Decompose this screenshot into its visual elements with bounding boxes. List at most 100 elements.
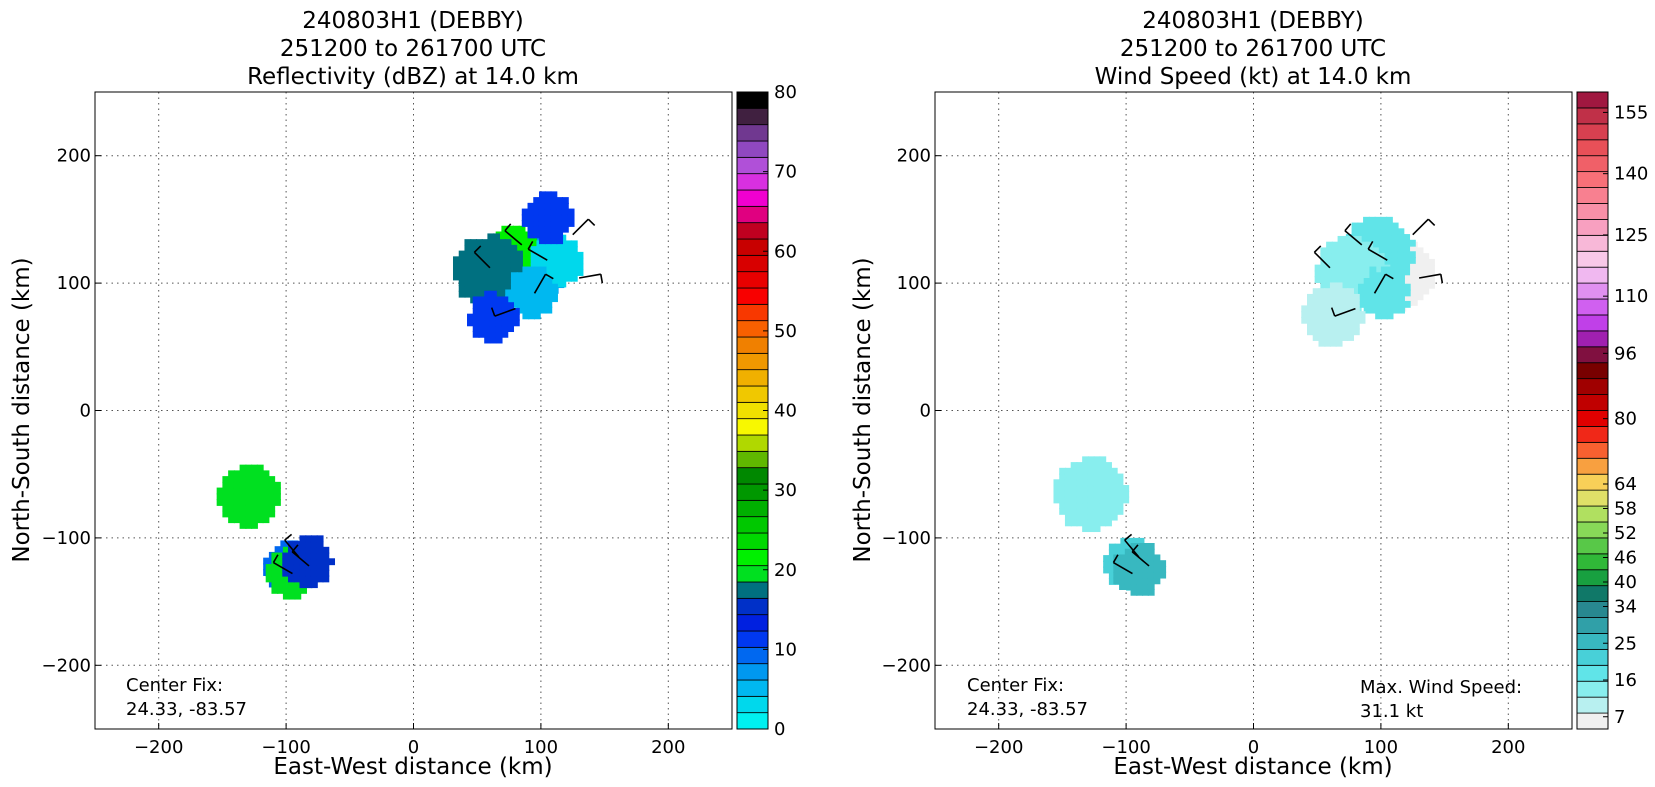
data-pixel [1147,560,1155,568]
data-pixel [567,214,575,222]
colorbar-segment [1576,266,1609,284]
data-pixel [1147,565,1155,573]
data-pixel [510,278,518,285]
data-pixel [1337,241,1345,249]
data-pixel [521,208,529,216]
data-pixel [1099,467,1107,475]
data-pixel [1374,234,1382,241]
data-pixel [1341,288,1349,296]
data-pixel [478,319,486,327]
colorbar-segment [1576,696,1609,714]
data-pixel [1124,554,1132,562]
data-pixel [464,290,472,298]
data-pixel [1314,270,1322,278]
data-pixel [1105,479,1112,487]
data-pixel [545,289,553,297]
data-pixel [1405,276,1412,283]
data-pixel [1082,490,1090,498]
data-pixel [1354,253,1362,261]
colorbar-frame [1576,91,1609,730]
data-pixel [271,569,279,577]
data-pixel [1064,479,1072,487]
data-pixel [501,330,509,338]
y-tick-label: −100 [42,528,91,549]
data-pixel [1108,560,1116,568]
data-pixel [533,300,541,308]
data-pixel [527,220,535,227]
data-pixel [522,289,530,297]
data-pixel [222,504,230,512]
data-pixel [1385,222,1393,230]
data-pixel [256,464,264,472]
data-pixel [268,493,276,501]
data-pixel [1391,234,1399,241]
data-pixel [505,289,513,297]
data-pixel [472,325,480,333]
data-pixel [262,510,270,518]
data-pixel [547,246,555,254]
data-pixel [545,300,553,308]
data-pixel [1307,305,1314,313]
data-pixel [1142,577,1149,585]
data-pixel [1343,281,1351,289]
data-pixel [299,564,307,571]
wind-barb [1373,273,1394,294]
data-pixel [1312,322,1320,330]
data-pixel [544,197,552,204]
data-pixel [1105,462,1112,469]
data-pixel [507,302,515,310]
data-pixel [1103,560,1111,568]
y-tick-label: 0 [920,401,931,422]
colorbar-segment [1576,633,1609,650]
data-pixel [504,273,512,281]
data-pixel [251,510,258,518]
data-pixel [1392,272,1400,280]
data-pixel [530,246,538,254]
colorbar-tick-label: 155 [1614,102,1648,123]
y-tick-label: 200 [897,146,931,167]
data-pixel [1153,577,1161,585]
colorbar-segment [1576,569,1609,587]
data-pixel [487,256,495,264]
data-pixel [1380,306,1388,314]
data-pixel [239,481,247,489]
data-pixel [1119,571,1126,579]
data-pixel [1335,334,1343,341]
data-pixel [522,312,530,320]
chart-title-line-3: Wind Speed (kt) at 14.0 km [1095,64,1412,90]
data-pixel [1385,256,1393,264]
colorbar: 0 10 20 30 40 50 60 70 80 [736,82,797,740]
data-pixel [510,300,518,308]
data-pixel [487,279,495,287]
data-pixel [316,552,324,560]
data-pixel [1147,542,1155,550]
data-pixel [1105,490,1112,498]
wind-barbs [272,218,604,575]
wind-barb [504,223,523,246]
data-pixel [1403,283,1411,291]
data-pixel [1059,507,1067,515]
data-pixel [452,273,460,281]
data-pixel [1380,222,1388,230]
wind-barb [1412,218,1436,236]
data-pixel [1385,216,1393,224]
data-pixel [1422,276,1430,283]
data-pixel [1349,264,1356,272]
data-pixel [493,244,500,252]
data-pixel [507,319,515,327]
colorbar-segment [1576,314,1609,332]
data-pixel [288,592,296,600]
data-pixel [553,246,561,254]
wind-barb [1131,544,1150,567]
data-pixel [1331,241,1339,249]
data-pixel [498,267,506,275]
data-pixel [478,307,486,315]
data-pixel [245,510,253,518]
data-pixel [1357,222,1365,230]
data-pixel [475,262,483,269]
data-pixel [1070,519,1078,527]
data-pixel [1093,507,1101,515]
data-pixel [1120,537,1128,545]
data-pixel [1354,258,1362,266]
data-pixel [322,569,330,577]
